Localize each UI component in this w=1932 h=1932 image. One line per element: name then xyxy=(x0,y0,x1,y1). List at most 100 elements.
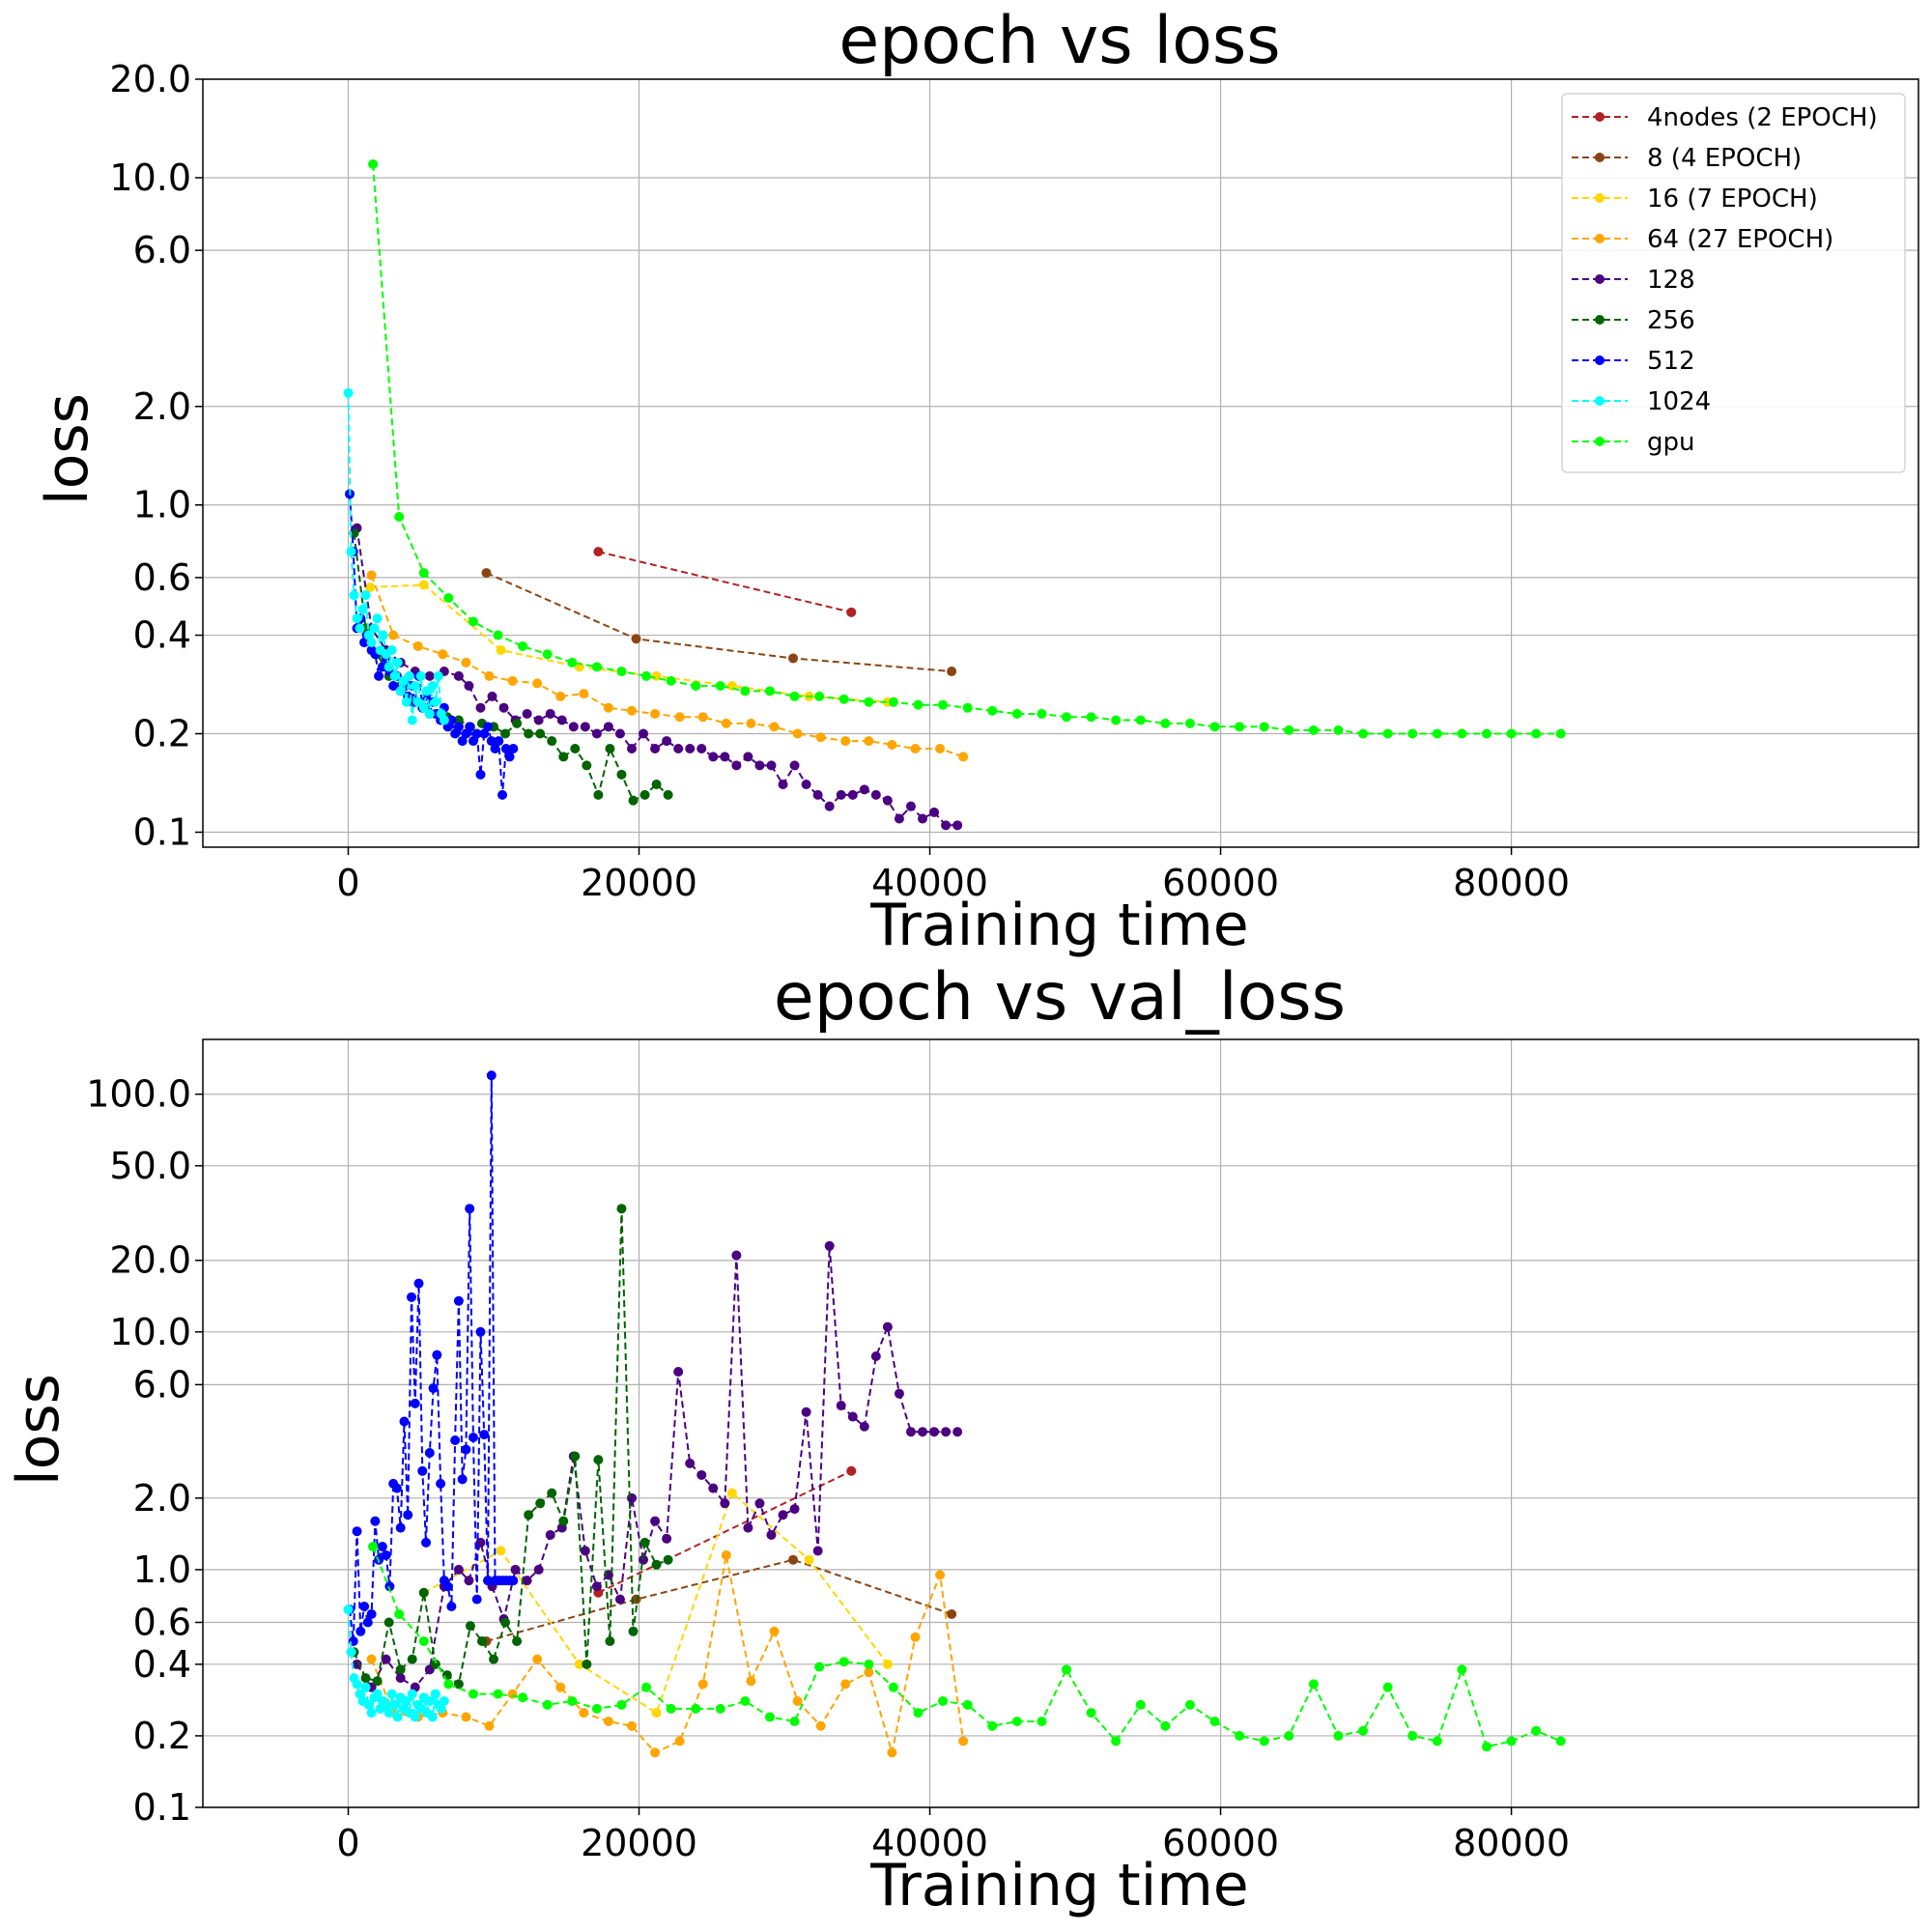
data-point xyxy=(483,722,493,731)
data-point xyxy=(1235,722,1244,731)
data-point xyxy=(1407,1731,1417,1741)
data-point xyxy=(416,671,426,681)
data-point xyxy=(604,722,613,731)
y-tick-label: 10.0 xyxy=(109,1311,191,1353)
data-point xyxy=(769,722,779,731)
data-point xyxy=(650,709,660,719)
data-point xyxy=(963,1700,973,1710)
data-point xyxy=(489,1655,498,1664)
data-point xyxy=(910,1633,920,1642)
data-point xyxy=(485,671,495,681)
data-point xyxy=(664,790,673,800)
data-point xyxy=(494,631,503,640)
data-point xyxy=(413,641,423,651)
data-point xyxy=(425,1448,435,1458)
data-point xyxy=(390,671,400,681)
data-point xyxy=(696,744,706,753)
data-point xyxy=(790,1504,800,1514)
x-tick-label: 20000 xyxy=(581,862,697,904)
data-point xyxy=(615,729,625,739)
data-point xyxy=(1309,725,1319,735)
data-point xyxy=(816,1721,826,1731)
y-tick-label: 10.0 xyxy=(109,156,191,199)
data-point xyxy=(579,1708,588,1718)
data-point xyxy=(407,1293,416,1302)
data-point xyxy=(508,744,518,753)
data-point xyxy=(1507,1736,1517,1746)
data-point xyxy=(494,736,503,746)
data-point xyxy=(605,744,614,753)
data-point xyxy=(720,752,729,761)
data-point xyxy=(353,1526,362,1536)
y-tick-label: 1.0 xyxy=(133,1548,191,1591)
data-point xyxy=(570,1451,580,1461)
data-point xyxy=(864,736,873,746)
data-point xyxy=(839,695,849,704)
data-point xyxy=(716,681,725,691)
data-point xyxy=(396,1673,406,1683)
chart-title: epoch vs val_loss xyxy=(774,959,1346,1036)
data-point xyxy=(497,790,507,800)
data-point xyxy=(1284,1731,1293,1741)
data-point xyxy=(378,1542,387,1551)
data-point xyxy=(691,681,700,691)
data-point xyxy=(935,744,945,753)
data-point xyxy=(914,1708,923,1718)
data-point xyxy=(592,1581,602,1591)
data-point xyxy=(727,1489,737,1498)
data-point xyxy=(558,1517,568,1526)
data-point xyxy=(788,1555,798,1565)
data-point xyxy=(805,1555,814,1565)
data-point xyxy=(464,1576,473,1585)
data-point xyxy=(532,678,542,688)
y-tick-label: 6.0 xyxy=(133,1363,191,1406)
data-point xyxy=(443,593,453,603)
data-point xyxy=(518,1692,527,1702)
data-point xyxy=(1358,1726,1368,1736)
data-point xyxy=(368,159,378,169)
data-point xyxy=(402,697,412,707)
data-point xyxy=(475,1327,485,1337)
data-point xyxy=(546,1530,555,1540)
data-point xyxy=(740,1696,750,1706)
y-tick-label: 2.0 xyxy=(133,385,191,428)
data-point xyxy=(363,1618,373,1628)
data-point xyxy=(555,692,565,701)
data-point xyxy=(518,641,527,651)
data-point xyxy=(547,736,556,746)
legend-label: 256 xyxy=(1647,306,1695,335)
data-point xyxy=(557,715,567,724)
y-axis-label: loss xyxy=(34,393,101,505)
data-point xyxy=(347,1647,356,1657)
data-point xyxy=(673,1367,683,1377)
data-point xyxy=(408,1655,417,1664)
data-point xyxy=(485,1721,495,1731)
data-point xyxy=(825,802,835,811)
data-point xyxy=(367,1609,377,1619)
data-point xyxy=(662,1534,671,1544)
data-point xyxy=(1482,729,1492,739)
data-point xyxy=(941,820,951,830)
data-point xyxy=(436,1479,445,1489)
data-point xyxy=(754,760,764,770)
data-point xyxy=(1111,715,1121,724)
data-point xyxy=(1556,729,1566,739)
data-point xyxy=(370,623,380,633)
data-point xyxy=(454,671,464,681)
data-point xyxy=(379,631,388,640)
data-point xyxy=(465,722,474,731)
data-point xyxy=(839,1657,849,1666)
data-point xyxy=(947,1609,956,1619)
data-point xyxy=(461,1712,470,1721)
data-point xyxy=(469,1690,478,1699)
data-point xyxy=(592,729,602,739)
y-tick-label: 0.1 xyxy=(133,810,191,853)
data-point xyxy=(388,631,398,640)
data-point xyxy=(1407,729,1417,739)
data-point xyxy=(359,1602,369,1611)
data-point xyxy=(469,617,478,627)
data-point xyxy=(469,1433,478,1442)
data-point xyxy=(405,671,414,681)
legend-marker xyxy=(1595,355,1605,365)
data-point xyxy=(367,1708,377,1718)
